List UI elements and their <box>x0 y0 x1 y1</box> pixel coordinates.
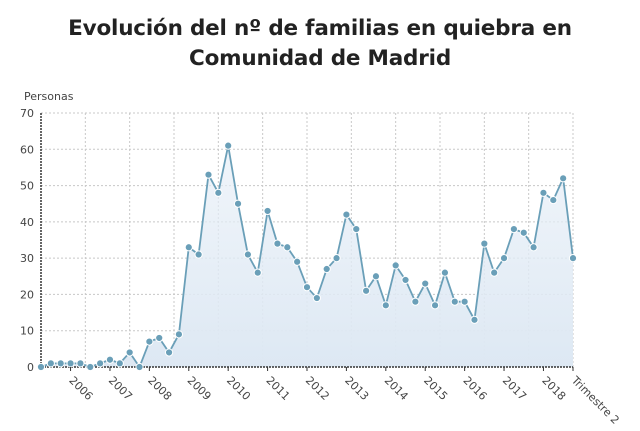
data-point <box>76 359 85 368</box>
x-tick-label: 2017 <box>500 374 529 403</box>
y-tick-label: 30 <box>20 252 34 265</box>
y-tick-label: 70 <box>20 107 34 120</box>
data-point <box>86 362 95 372</box>
x-tick-label: 2006 <box>66 374 95 403</box>
data-point <box>450 297 459 306</box>
data-point <box>470 315 479 324</box>
x-tick-label: 2009 <box>185 374 214 403</box>
data-point <box>174 330 184 339</box>
data-point <box>263 206 272 216</box>
x-tick-label: 2008 <box>145 374 174 403</box>
data-point <box>499 254 509 263</box>
data-point <box>332 254 341 263</box>
data-point <box>115 359 124 368</box>
data-point <box>155 333 164 343</box>
data-point <box>302 283 312 292</box>
x-tick-label: 2013 <box>342 374 371 403</box>
y-tick-label: 20 <box>20 288 34 301</box>
data-point <box>36 362 46 372</box>
y-tick-label: 60 <box>20 143 34 156</box>
data-point <box>490 268 499 277</box>
data-point <box>194 250 203 259</box>
data-point <box>362 286 371 295</box>
chart-title: Evolución del nº de familias en quiebra … <box>68 16 572 71</box>
data-point <box>214 188 223 197</box>
data-point <box>440 268 450 277</box>
data-point <box>411 297 420 306</box>
data-point <box>224 141 233 150</box>
data-point <box>322 264 331 274</box>
y-tick-label: 10 <box>20 325 34 338</box>
data-point <box>164 348 174 357</box>
x-tick-label: 2016 <box>461 374 490 403</box>
data-point <box>401 275 410 285</box>
y-tick-label: 40 <box>20 216 34 229</box>
x-tick-label: 2014 <box>382 374 411 403</box>
data-point <box>66 359 75 368</box>
data-point <box>135 362 144 372</box>
data-point <box>96 359 105 368</box>
data-point <box>460 297 469 306</box>
x-tick-label: 2012 <box>303 374 332 403</box>
data-point <box>430 301 440 310</box>
x-tick-label: 2015 <box>421 374 450 403</box>
data-point <box>352 225 361 234</box>
data-point <box>293 257 302 266</box>
y-axis-label: Personas <box>24 90 74 103</box>
data-point <box>204 170 213 179</box>
data-point <box>56 359 65 368</box>
y-tick-label: 50 <box>20 180 34 193</box>
data-point <box>253 268 262 277</box>
data-point <box>273 239 282 248</box>
data-point <box>421 279 430 288</box>
data-point <box>233 199 243 208</box>
data-point <box>283 243 292 252</box>
y-tick-label: 0 <box>27 361 34 374</box>
data-point <box>105 355 115 364</box>
data-point <box>391 261 400 270</box>
x-tick-label: 2010 <box>224 374 253 403</box>
x-tick-label: 2018 <box>539 374 568 403</box>
data-point <box>371 272 381 281</box>
data-point <box>381 301 390 310</box>
data-point <box>184 243 193 252</box>
area-fill <box>41 145 573 367</box>
data-point <box>529 243 538 252</box>
data-point <box>559 174 568 183</box>
data-point <box>342 210 351 219</box>
data-point <box>509 225 518 234</box>
data-point <box>539 188 548 197</box>
x-tick-label: Trimestre 2 <box>568 373 622 427</box>
data-point <box>46 359 55 368</box>
data-point <box>568 254 578 263</box>
data-point <box>243 250 252 259</box>
data-point <box>125 348 134 357</box>
data-point <box>519 228 528 237</box>
x-tick-label: 2011 <box>263 374 292 403</box>
data-point <box>480 239 489 248</box>
data-point <box>312 293 321 303</box>
data-point <box>145 337 154 346</box>
x-tick-label: 2007 <box>106 374 135 403</box>
data-point <box>549 195 558 205</box>
